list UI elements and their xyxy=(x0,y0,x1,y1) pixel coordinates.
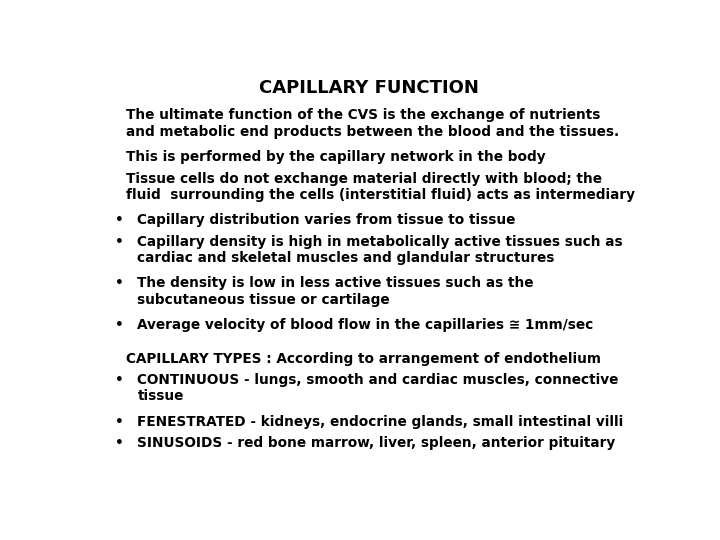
Text: Capillary distribution varies from tissue to tissue: Capillary distribution varies from tissu… xyxy=(138,213,516,227)
Text: FENESTRATED - kidneys, endocrine glands, small intestinal villi: FENESTRATED - kidneys, endocrine glands,… xyxy=(138,415,624,429)
Text: SINUSOIDS - red bone marrow, liver, spleen, anterior pituitary: SINUSOIDS - red bone marrow, liver, sple… xyxy=(138,436,616,450)
Text: •: • xyxy=(115,373,124,387)
Text: Tissue cells do not exchange material directly with blood; the
fluid  surroundin: Tissue cells do not exchange material di… xyxy=(126,172,635,202)
Text: •: • xyxy=(115,415,124,429)
Text: •: • xyxy=(115,235,124,249)
Text: The ultimate function of the CVS is the exchange of nutrients
and metabolic end : The ultimate function of the CVS is the … xyxy=(126,109,619,139)
Text: •: • xyxy=(115,318,124,332)
Text: CONTINUOUS - lungs, smooth and cardiac muscles, connective
tissue: CONTINUOUS - lungs, smooth and cardiac m… xyxy=(138,373,618,403)
Text: CAPILLARY TYPES : According to arrangement of endothelium: CAPILLARY TYPES : According to arrangeme… xyxy=(126,352,601,366)
Text: •: • xyxy=(115,276,124,291)
Text: This is performed by the capillary network in the body: This is performed by the capillary netwo… xyxy=(126,150,546,164)
Text: Average velocity of blood flow in the capillaries ≅ 1mm/sec: Average velocity of blood flow in the ca… xyxy=(138,318,594,332)
Text: The density is low in less active tissues such as the
subcutaneous tissue or car: The density is low in less active tissue… xyxy=(138,276,534,307)
Text: Capillary density is high in metabolically active tissues such as
cardiac and sk: Capillary density is high in metabolical… xyxy=(138,235,623,265)
Text: •: • xyxy=(115,213,124,227)
Text: •: • xyxy=(115,436,124,450)
Text: CAPILLARY FUNCTION: CAPILLARY FUNCTION xyxy=(259,79,479,97)
